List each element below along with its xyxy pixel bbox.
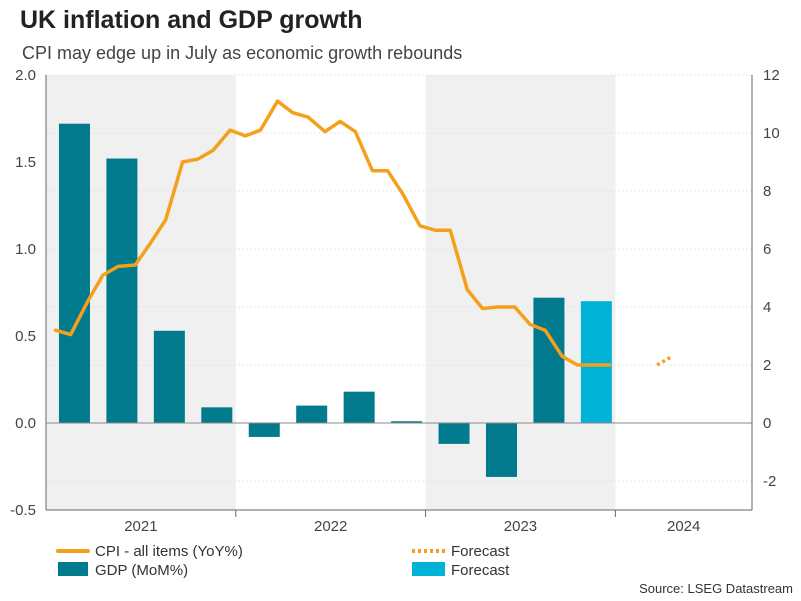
left-axis-tick-label: 1.0 — [15, 241, 36, 258]
left-axis-tick-label: 0.5 — [15, 328, 36, 345]
x-axis-year-label: 2023 — [504, 518, 537, 535]
gdp-bar — [153, 330, 185, 423]
right-axis-tick-label: -2 — [763, 473, 776, 490]
gdp-bar — [391, 421, 423, 423]
right-axis-tick-label: 12 — [763, 67, 780, 84]
gdp-bar — [248, 423, 280, 437]
legend-gdp-forecast-swatch — [412, 562, 445, 576]
chart-title: UK inflation and GDP growth — [20, 6, 363, 34]
gdp-bar — [485, 423, 517, 477]
legend-cpi-forecast-label: Forecast — [451, 543, 510, 560]
legend-gdp-swatch — [58, 562, 88, 576]
right-axis-tick-label: 6 — [763, 241, 771, 258]
gdp-bar — [438, 423, 470, 444]
source-note: Source: LSEG Datastream — [639, 581, 793, 596]
cpi-line — [53, 99, 612, 367]
legend-gdp-forecast-label: Forecast — [451, 562, 510, 579]
left-axis-tick-label: 0.0 — [15, 415, 36, 432]
right-axis-tick-label: 2 — [763, 357, 771, 374]
x-axis-year-label: 2021 — [124, 518, 157, 535]
gdp-bar — [106, 158, 138, 423]
chart-subtitle: CPI may edge up in July as economic grow… — [22, 43, 463, 63]
left-axis-tick-label: 1.5 — [15, 154, 36, 171]
left-axis-tick-label: -0.5 — [10, 502, 36, 519]
gdp-forecast-bar — [580, 301, 612, 423]
gdp-bar — [343, 391, 375, 423]
left-axis-tick-label: 2.0 — [15, 67, 36, 84]
gdp-bar — [58, 123, 90, 423]
legend-cpi-label: CPI - all items (YoY%) — [95, 543, 243, 560]
shaded-year-band — [425, 75, 616, 510]
legend-gdp-label: GDP (MoM%) — [95, 562, 188, 579]
x-axis-year-label: 2024 — [667, 518, 700, 535]
x-axis-year-label: 2022 — [314, 518, 347, 535]
right-axis-tick-label: 4 — [763, 299, 771, 316]
right-axis-tick-label: 0 — [763, 415, 771, 432]
gdp-bar — [533, 297, 565, 423]
cpi-forecast-line — [656, 354, 674, 367]
gdp-bar — [201, 407, 233, 423]
right-axis-tick-label: 10 — [763, 125, 780, 142]
right-axis-tick-label: 8 — [763, 183, 771, 200]
gdp-bar — [296, 405, 328, 423]
